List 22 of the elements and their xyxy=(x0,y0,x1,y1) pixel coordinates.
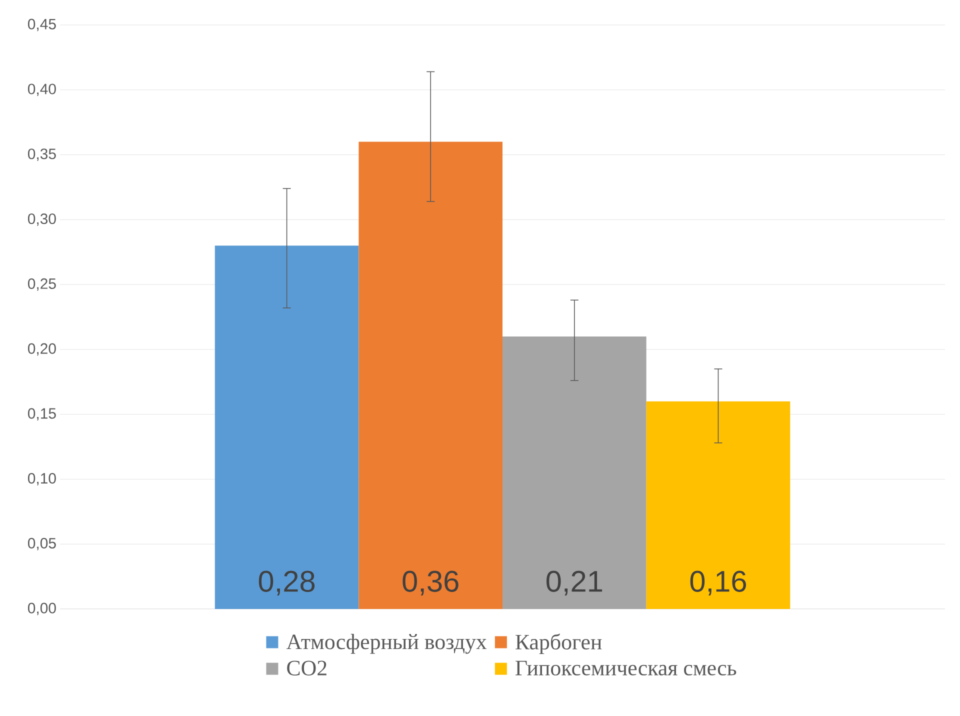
bar xyxy=(358,142,503,609)
data-label: 0,28 xyxy=(258,570,315,596)
y-tick-label: 0,25 xyxy=(28,278,56,291)
y-tick-label: 0,00 xyxy=(28,602,56,616)
bar xyxy=(646,401,790,609)
legend-label: Атмосферный воздух xyxy=(286,634,487,654)
y-tick-label: 0,15 xyxy=(28,408,56,420)
y-tick-label: 0,35 xyxy=(28,148,56,161)
bar xyxy=(214,246,359,609)
y-tick-label: 0,05 xyxy=(28,538,56,550)
y-tick-label: 0,40 xyxy=(28,84,56,96)
data-label: 0,16 xyxy=(690,570,746,596)
data-label: 0,21 xyxy=(546,570,602,596)
y-tick-label: 0,30 xyxy=(28,213,56,226)
legend-label: Гипоксемическая смесь xyxy=(516,660,736,676)
data-label: 0,36 xyxy=(402,570,458,596)
legend-label: Карбоген xyxy=(516,634,602,654)
legend-label: CO2 xyxy=(287,660,326,676)
y-tick-label: 0,10 xyxy=(28,473,56,486)
y-tick-label: 0,20 xyxy=(28,343,56,356)
bar xyxy=(502,336,646,609)
y-tick-label: 0,45 xyxy=(28,18,56,32)
